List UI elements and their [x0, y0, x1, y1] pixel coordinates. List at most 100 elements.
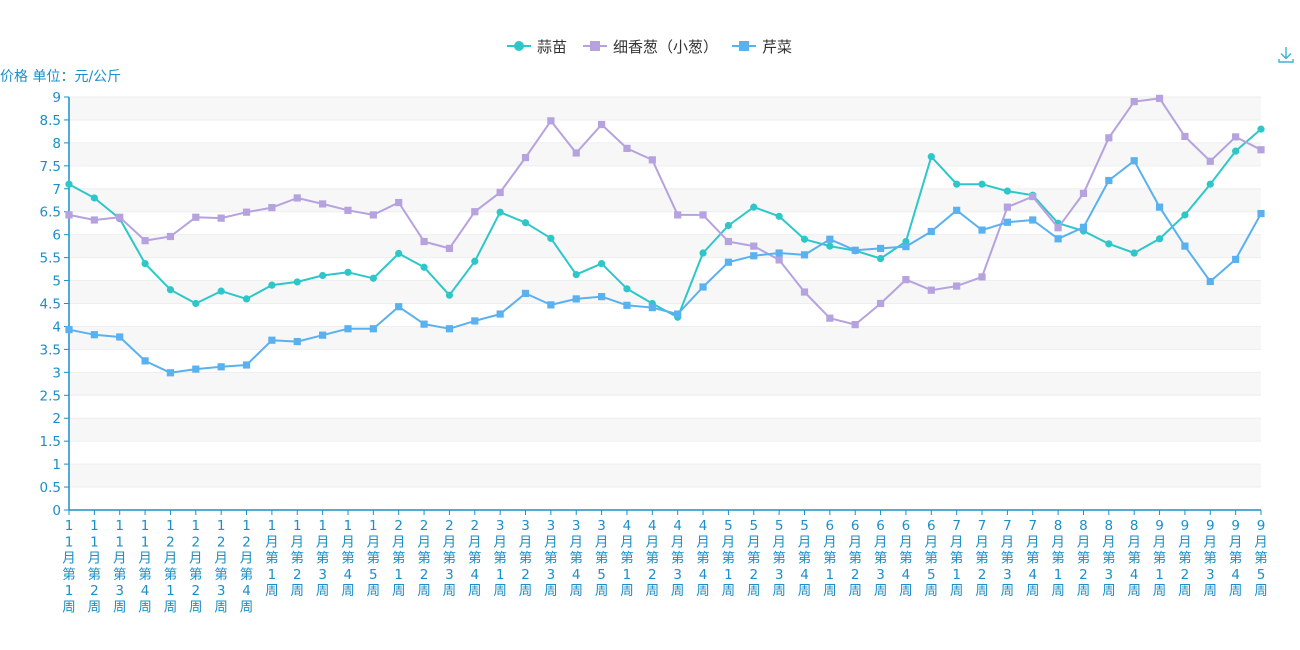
data-point[interactable]	[876, 254, 885, 263]
data-point[interactable]	[1206, 180, 1214, 188]
data-point[interactable]	[90, 331, 98, 339]
data-point[interactable]	[1155, 203, 1164, 211]
data-point[interactable]	[496, 188, 504, 197]
data-point[interactable]	[1054, 224, 1062, 232]
data-point[interactable]	[572, 295, 580, 303]
data-point[interactable]	[775, 256, 783, 264]
data-point[interactable]	[978, 273, 986, 281]
data-point[interactable]	[344, 206, 352, 214]
data-point[interactable]	[674, 211, 682, 219]
data-point[interactable]	[826, 235, 834, 243]
data-point[interactable]	[445, 325, 454, 333]
data-point[interactable]	[1232, 147, 1240, 155]
data-point[interactable]	[1206, 157, 1214, 165]
data-point[interactable]	[1181, 242, 1189, 250]
data-point[interactable]	[597, 120, 606, 129]
data-point[interactable]	[65, 180, 73, 188]
data-point[interactable]	[1029, 192, 1037, 201]
data-point[interactable]	[876, 244, 885, 253]
data-point[interactable]	[775, 249, 783, 257]
data-point[interactable]	[572, 149, 580, 157]
data-point[interactable]	[116, 213, 124, 221]
data-point[interactable]	[268, 281, 276, 289]
data-point[interactable]	[242, 361, 251, 369]
data-point[interactable]	[445, 291, 454, 299]
data-point[interactable]	[471, 317, 479, 325]
data-point[interactable]	[674, 310, 682, 318]
data-point[interactable]	[1105, 240, 1113, 248]
data-point[interactable]	[192, 299, 200, 308]
data-point[interactable]	[395, 198, 403, 207]
data-point[interactable]	[420, 263, 428, 271]
data-point[interactable]	[902, 242, 910, 251]
data-point[interactable]	[597, 259, 606, 268]
legend-item-1[interactable]: 蒜苗	[507, 38, 567, 56]
data-point[interactable]	[1029, 216, 1037, 224]
download-icon[interactable]	[1276, 44, 1296, 66]
data-point[interactable]	[90, 194, 98, 202]
legend-item-2[interactable]: 细香葱（小葱）	[583, 38, 718, 56]
data-point[interactable]	[141, 237, 149, 245]
data-point[interactable]	[471, 257, 479, 265]
data-point[interactable]	[141, 357, 149, 365]
data-point[interactable]	[1003, 187, 1011, 195]
data-point[interactable]	[902, 276, 910, 284]
data-point[interactable]	[1003, 203, 1011, 211]
data-point[interactable]	[1232, 133, 1240, 141]
data-point[interactable]	[750, 242, 758, 250]
data-point[interactable]	[369, 274, 377, 282]
data-point[interactable]	[496, 208, 504, 216]
data-point[interactable]	[750, 203, 758, 211]
data-point[interactable]	[268, 336, 276, 344]
data-point[interactable]	[724, 237, 733, 246]
data-point[interactable]	[1003, 218, 1011, 226]
data-point[interactable]	[217, 287, 225, 295]
data-point[interactable]	[826, 314, 834, 322]
data-point[interactable]	[192, 365, 200, 373]
data-point[interactable]	[242, 208, 251, 216]
data-point[interactable]	[268, 203, 276, 212]
data-point[interactable]	[750, 252, 758, 260]
data-point[interactable]	[1105, 134, 1113, 142]
data-point[interactable]	[141, 259, 149, 268]
data-point[interactable]	[1257, 209, 1265, 218]
data-point[interactable]	[623, 285, 631, 293]
data-point[interactable]	[1130, 97, 1138, 106]
data-point[interactable]	[344, 325, 352, 333]
data-point[interactable]	[293, 337, 301, 346]
data-point[interactable]	[597, 293, 606, 301]
data-point[interactable]	[521, 219, 530, 227]
data-point[interactable]	[1181, 132, 1189, 141]
data-point[interactable]	[293, 278, 301, 286]
data-point[interactable]	[242, 295, 251, 303]
data-point[interactable]	[1181, 211, 1189, 219]
data-point[interactable]	[1054, 235, 1062, 243]
data-point[interactable]	[319, 271, 327, 280]
data-point[interactable]	[699, 283, 707, 291]
data-point[interactable]	[623, 301, 631, 309]
data-point[interactable]	[876, 299, 885, 308]
data-point[interactable]	[648, 304, 656, 312]
data-point[interactable]	[420, 320, 428, 328]
data-point[interactable]	[953, 206, 961, 214]
data-point[interactable]	[217, 214, 225, 222]
data-point[interactable]	[547, 117, 555, 125]
data-point[interactable]	[927, 153, 935, 161]
data-point[interactable]	[623, 144, 631, 152]
data-point[interactable]	[800, 288, 809, 296]
legend[interactable]: 蒜苗 细香葱（小葱） 芹菜	[507, 38, 792, 56]
data-point[interactable]	[166, 286, 175, 294]
data-point[interactable]	[1079, 223, 1088, 231]
data-point[interactable]	[724, 258, 733, 266]
data-point[interactable]	[445, 244, 454, 253]
data-point[interactable]	[65, 326, 73, 334]
data-point[interactable]	[1257, 146, 1265, 154]
data-point[interactable]	[369, 325, 377, 333]
data-point[interactable]	[1232, 255, 1240, 264]
data-point[interactable]	[978, 226, 986, 234]
data-point[interactable]	[217, 363, 225, 371]
data-point[interactable]	[166, 369, 175, 377]
data-point[interactable]	[572, 270, 580, 279]
data-point[interactable]	[90, 216, 98, 224]
data-point[interactable]	[496, 310, 504, 318]
